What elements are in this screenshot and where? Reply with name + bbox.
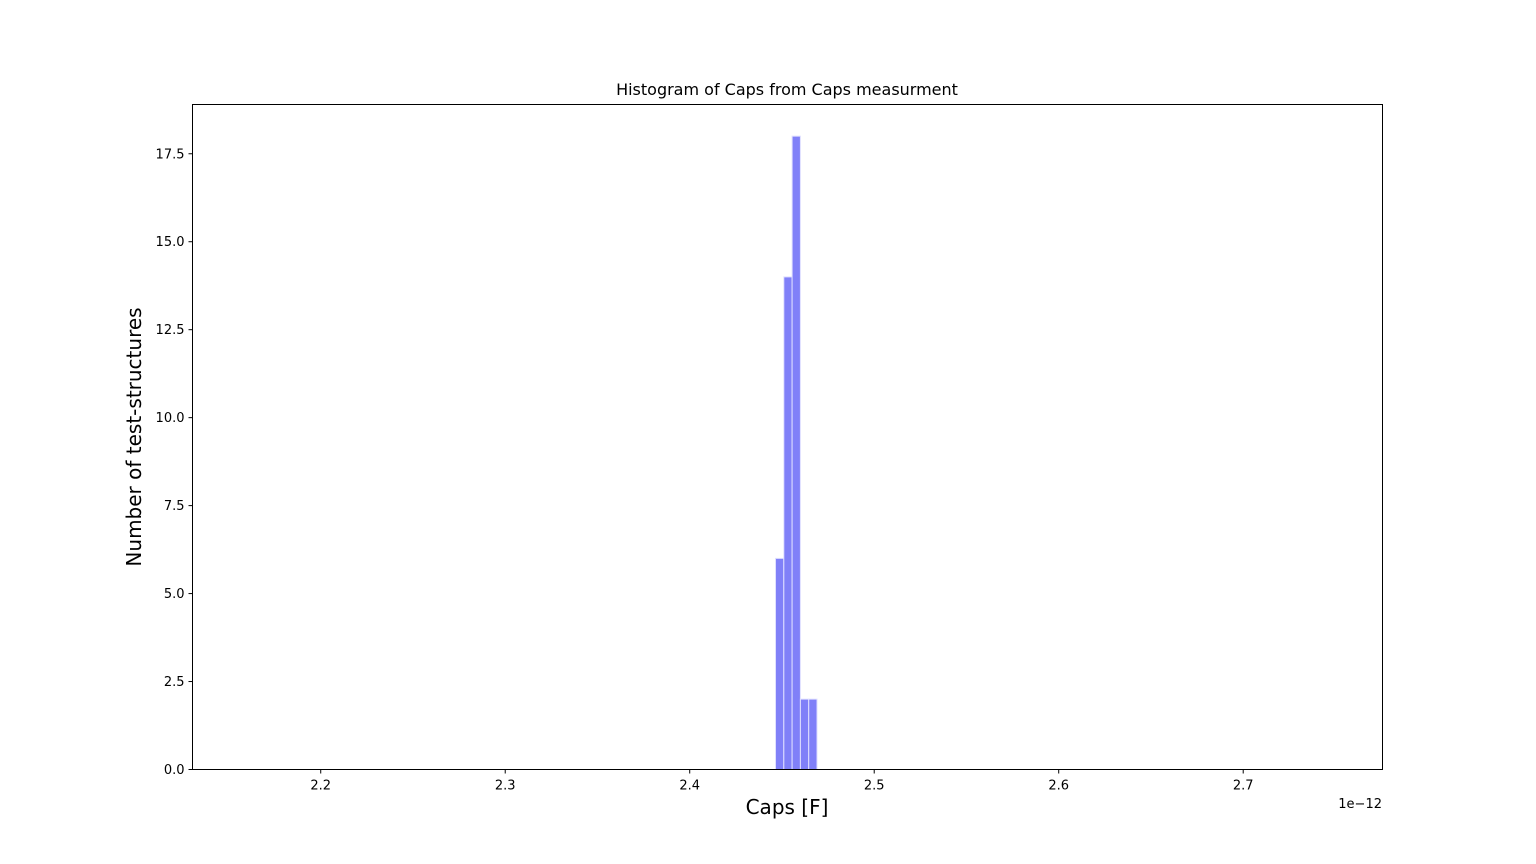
x-tick-label: 2.2 [310, 779, 331, 794]
histogram-bar [808, 698, 818, 771]
y-tick-label: 10.0 [156, 411, 185, 426]
y-tick-label: 0.0 [164, 763, 185, 778]
y-tick-label: 15.0 [156, 235, 185, 250]
histogram-bar [791, 135, 801, 770]
x-tick-label: 2.4 [679, 779, 700, 794]
x-axis-offset-label: 1e−12 [1338, 797, 1382, 812]
y-axis-label: Number of test-structures [122, 307, 146, 566]
y-tick-label: 2.5 [164, 675, 185, 690]
chart-title: Histogram of Caps from Caps measurment [616, 80, 958, 99]
x-tick-label: 2.6 [1048, 779, 1069, 794]
x-tick-label: 2.5 [864, 779, 885, 794]
x-tick-label: 2.3 [495, 779, 516, 794]
x-axis-ticks: 2.2 2.3 2.4 2.5 2.6 2.7 [310, 769, 1254, 794]
y-tick-label: 5.0 [164, 587, 185, 602]
histogram-bar [775, 557, 785, 771]
x-axis-label: Caps [F] [746, 795, 829, 819]
histogram-bar [783, 276, 793, 770]
y-tick-label: 17.5 [156, 147, 185, 162]
plot-frame [192, 104, 1383, 770]
y-tick-label: 12.5 [156, 323, 185, 338]
y-axis-ticks: 0.0 2.5 5.0 7.5 10.0 12.5 15.0 17.5 [156, 147, 193, 778]
x-tick-label: 2.7 [1233, 779, 1254, 794]
histogram-bar [799, 698, 810, 771]
y-tick-label: 7.5 [164, 499, 185, 514]
